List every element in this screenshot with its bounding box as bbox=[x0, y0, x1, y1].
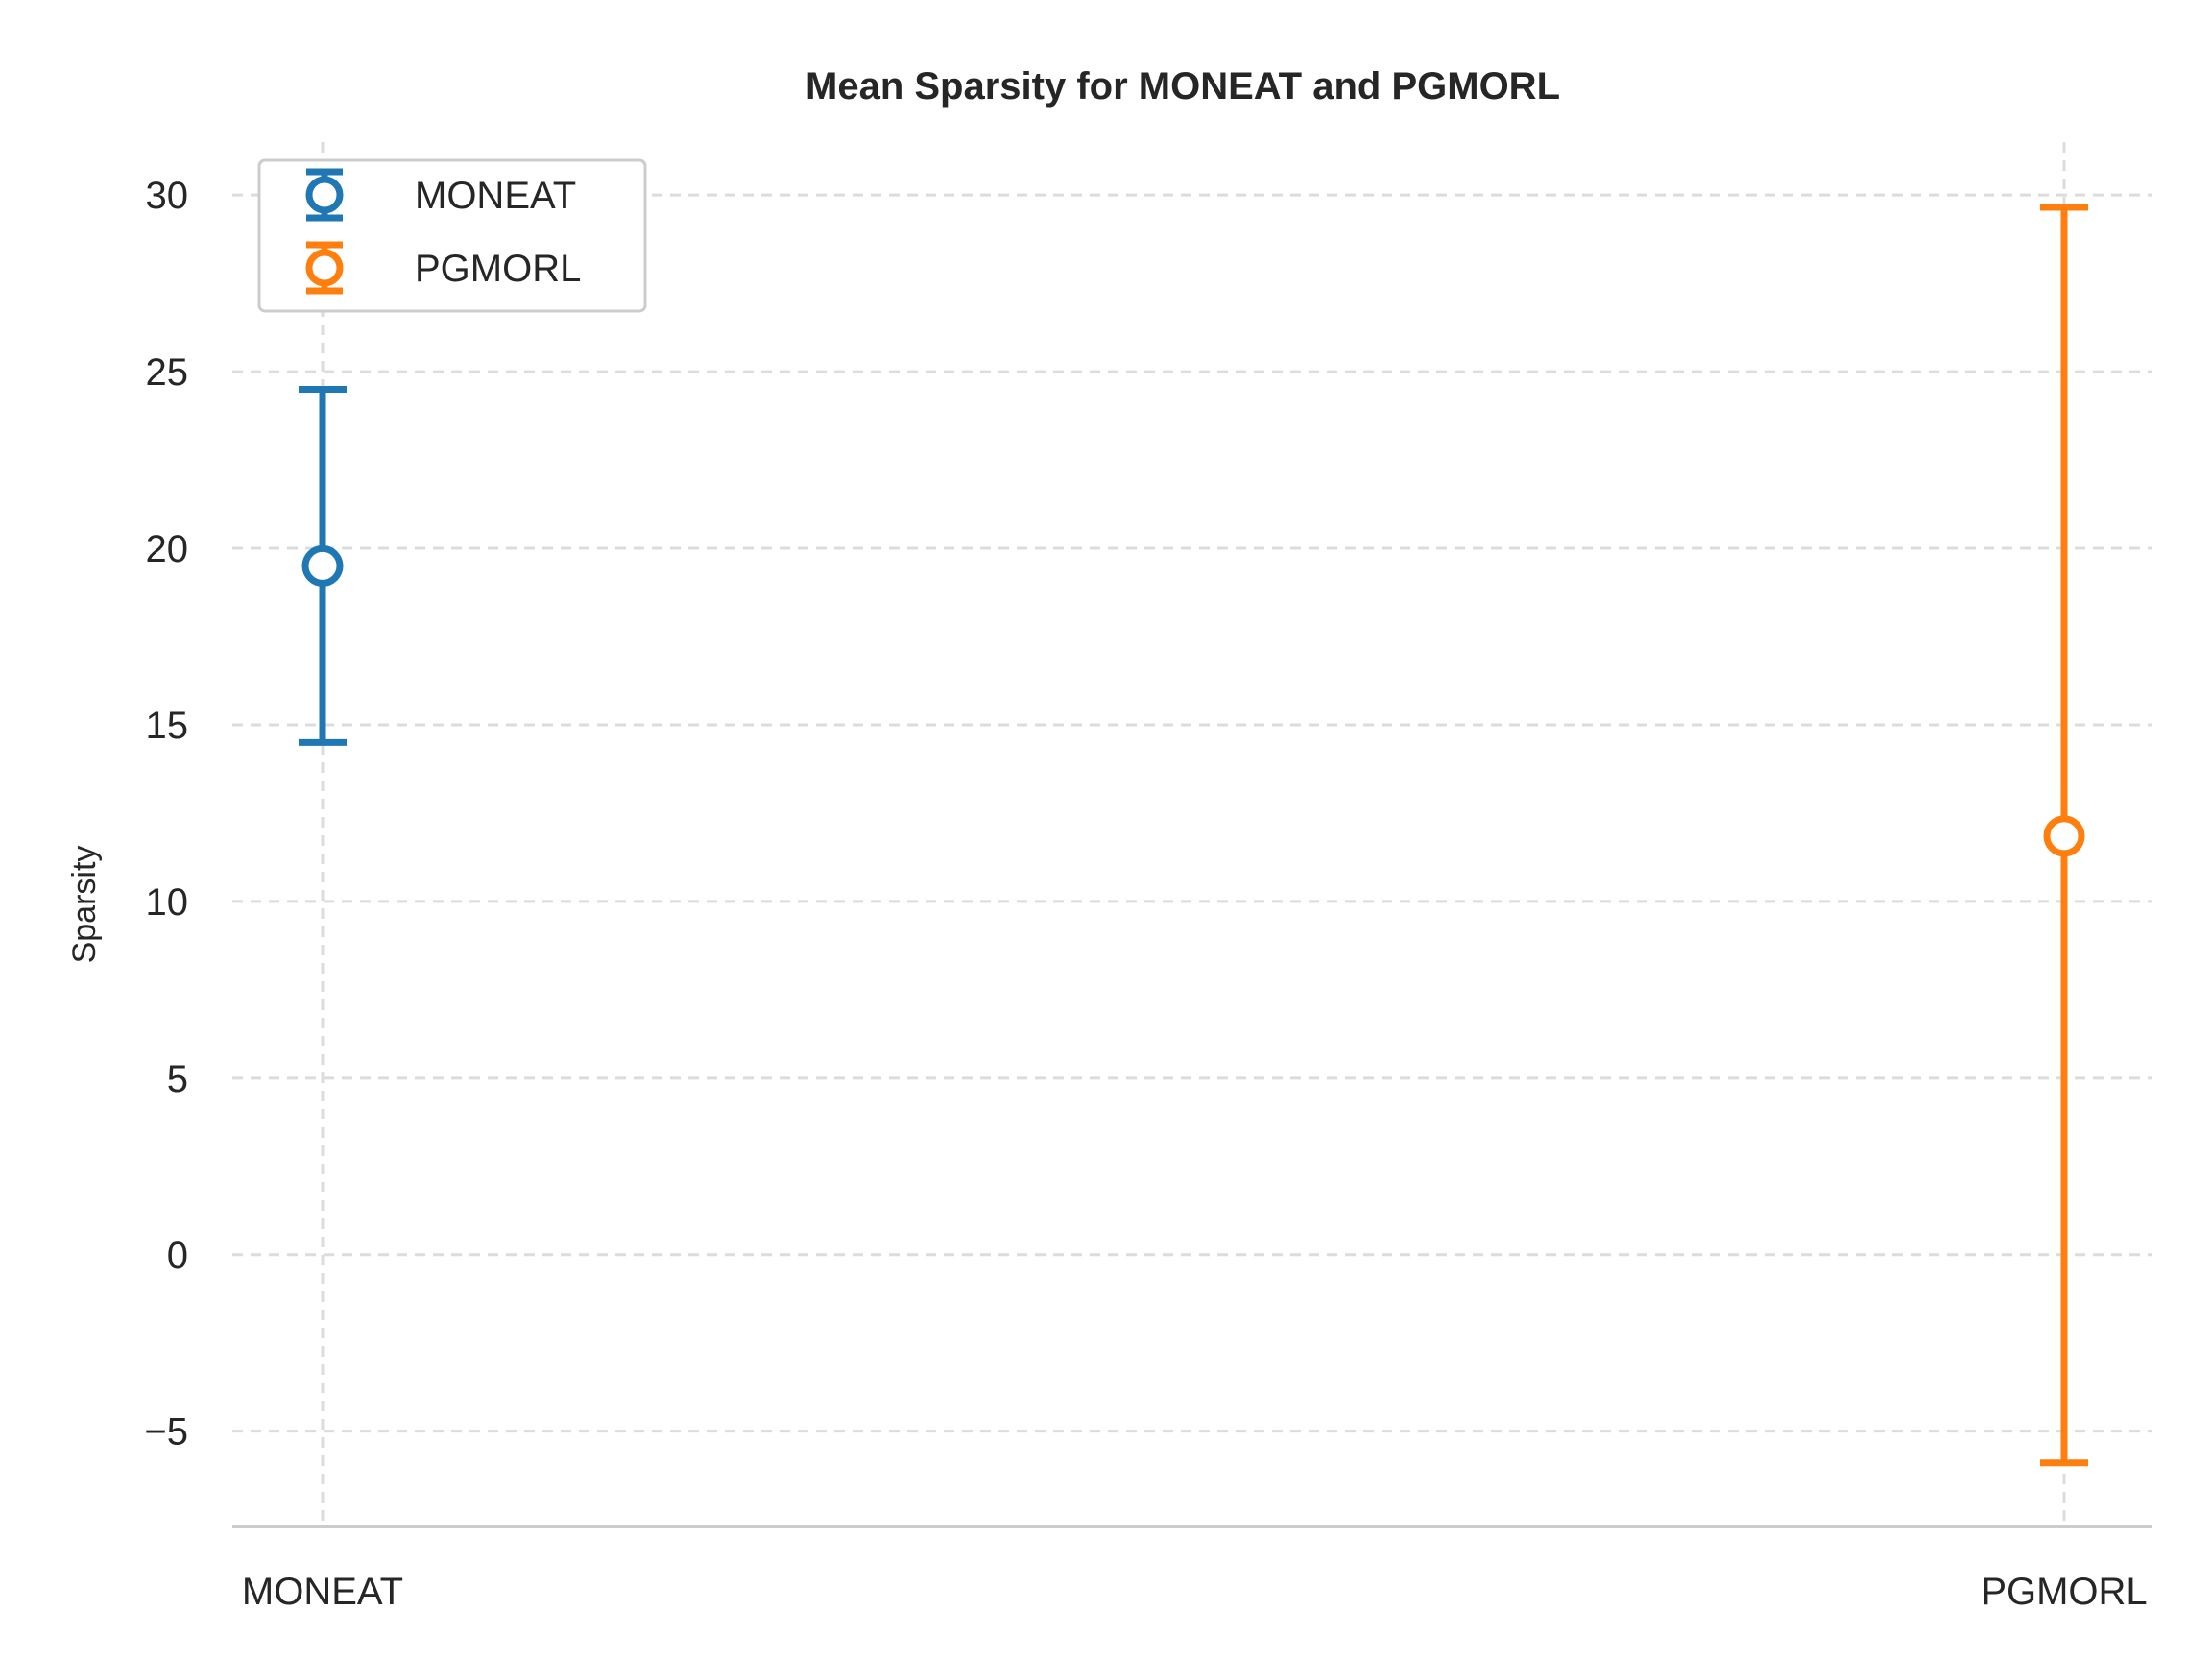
chart-title: Mean Sparsity for MONEAT and PGMORL bbox=[805, 65, 1560, 108]
legend: MONEAT PGMORL bbox=[257, 158, 647, 313]
y-tick-label: −5 bbox=[144, 1411, 188, 1454]
y-tick-label: 5 bbox=[167, 1058, 188, 1100]
y-tick-label: 25 bbox=[146, 351, 189, 394]
x-tick-label: MONEAT bbox=[242, 1571, 403, 1613]
y-tick-label: 20 bbox=[146, 528, 189, 570]
grid-layer bbox=[232, 142, 2152, 1527]
legend-label: PGMORL bbox=[415, 248, 581, 290]
legend-label: MONEAT bbox=[415, 175, 576, 217]
y-tick-label: 10 bbox=[146, 881, 189, 924]
legend-box bbox=[257, 158, 647, 313]
y-tick-label: 30 bbox=[146, 175, 189, 217]
y-tick-label: 0 bbox=[167, 1235, 188, 1277]
x-tick-label: PGMORL bbox=[1981, 1571, 2147, 1613]
mean-marker bbox=[301, 544, 344, 587]
y-tick-label: 15 bbox=[146, 705, 189, 747]
series-layer bbox=[299, 204, 2088, 1467]
mean-marker bbox=[2043, 815, 2085, 857]
legend-marker bbox=[305, 176, 344, 214]
y-axis-label: Sparsity bbox=[66, 846, 103, 964]
x-tick-labels: MONEAT PGMORL bbox=[242, 1571, 2148, 1613]
y-tick-labels: −5 0 5 10 15 20 25 30 bbox=[144, 175, 188, 1454]
legend-marker bbox=[305, 249, 344, 287]
